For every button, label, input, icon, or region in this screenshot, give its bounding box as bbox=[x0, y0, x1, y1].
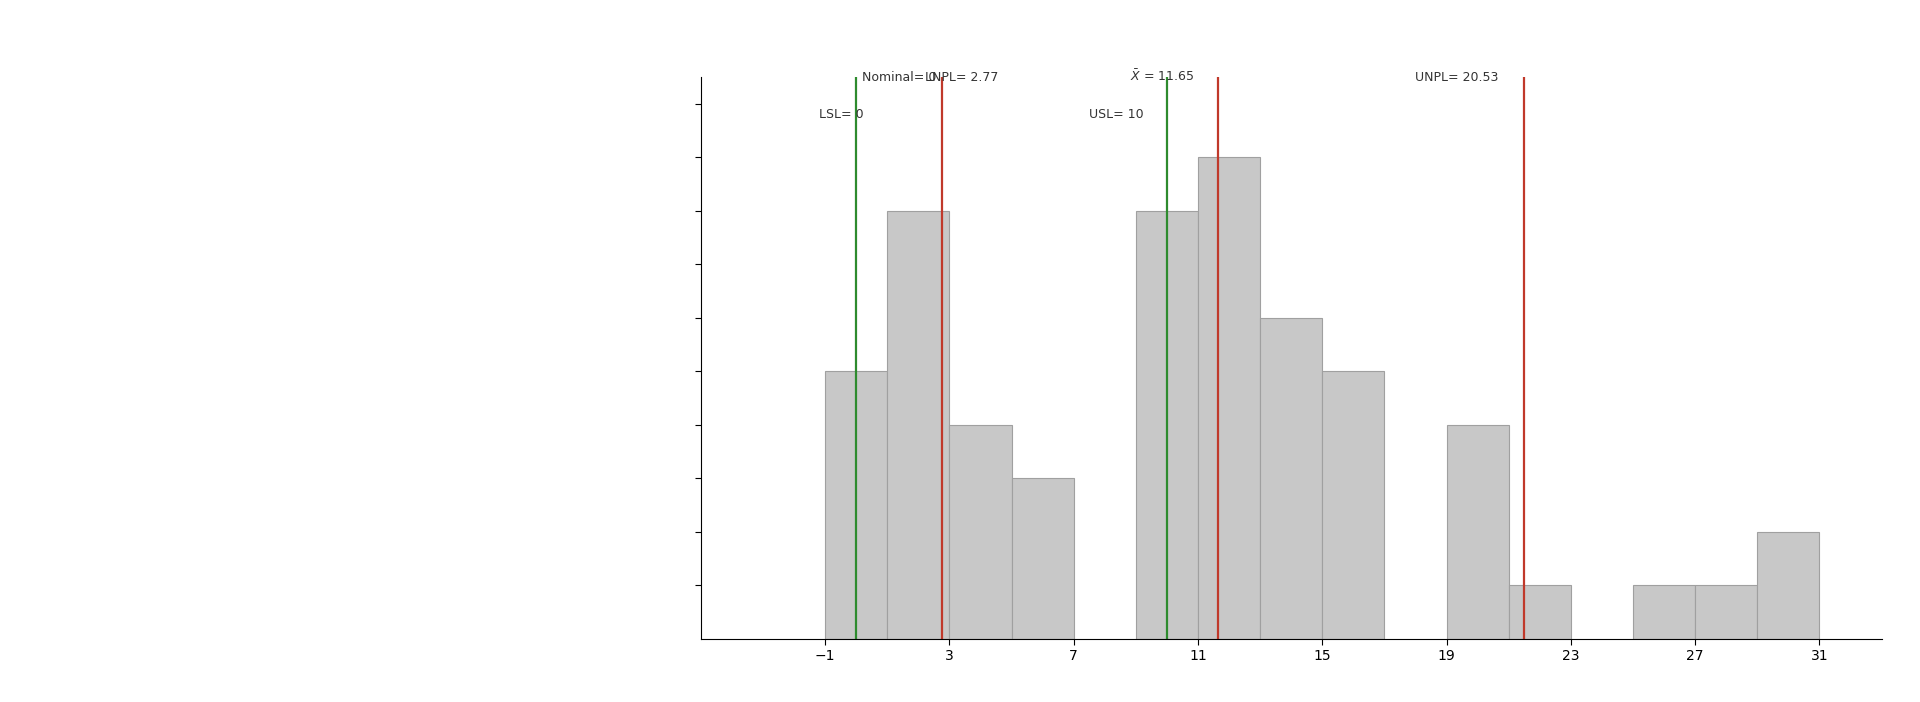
Bar bbox=[1198, 157, 1260, 639]
Text: UNPL= 20.53: UNPL= 20.53 bbox=[1415, 71, 1500, 84]
Bar bbox=[1012, 478, 1073, 639]
Bar bbox=[826, 371, 887, 639]
Text: Nominal= 0: Nominal= 0 bbox=[862, 71, 937, 84]
Text: USL= 10: USL= 10 bbox=[1089, 108, 1144, 121]
Bar bbox=[1634, 585, 1695, 639]
Bar bbox=[1260, 318, 1323, 639]
Bar bbox=[1757, 532, 1820, 639]
Text: $\bar{X}$ = 11.65: $\bar{X}$ = 11.65 bbox=[1129, 68, 1194, 84]
Bar bbox=[1695, 585, 1757, 639]
Bar bbox=[887, 211, 948, 639]
Text: LSL= 0: LSL= 0 bbox=[818, 108, 864, 121]
Bar bbox=[1323, 371, 1384, 639]
Bar bbox=[1137, 211, 1198, 639]
Bar bbox=[948, 425, 1012, 639]
Bar bbox=[1446, 425, 1509, 639]
Text: LNPL= 2.77: LNPL= 2.77 bbox=[925, 71, 998, 84]
Bar bbox=[1509, 585, 1571, 639]
